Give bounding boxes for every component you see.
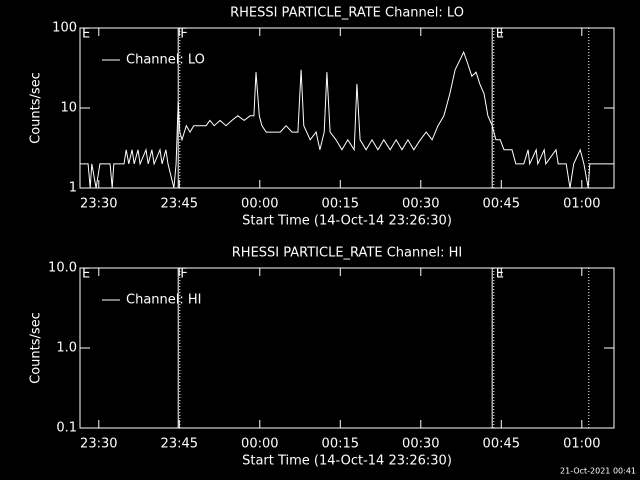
legend-label: Channel: HI bbox=[126, 293, 202, 308]
y-tick-label: 1.0 bbox=[56, 341, 77, 356]
y-tick-label: 0.1 bbox=[56, 421, 77, 436]
y-axis-label: Counts/sec bbox=[29, 72, 44, 144]
x-tick-label: 00:00 bbox=[241, 437, 278, 452]
flag-label: E bbox=[82, 267, 90, 282]
x-tick-label: 00:45 bbox=[483, 197, 520, 212]
flag-label: E bbox=[496, 267, 504, 282]
x-tick-label: 00:15 bbox=[322, 197, 359, 212]
timestamp: 21-Oct-2021 00:41 bbox=[560, 467, 636, 476]
legend-label: Channel: LO bbox=[126, 53, 205, 68]
y-axis-label: Counts/sec bbox=[29, 312, 44, 384]
flag-label: E bbox=[496, 27, 504, 42]
x-tick-label: 23:30 bbox=[80, 197, 117, 212]
y-tick-label: 10.0 bbox=[48, 261, 77, 276]
x-tick-label: 00:45 bbox=[483, 437, 520, 452]
x-axis-label: Start Time (14-Oct-14 23:26:30) bbox=[242, 214, 452, 229]
data-line bbox=[80, 50, 614, 189]
flag-label: F bbox=[180, 27, 187, 42]
x-tick-label: 01:00 bbox=[563, 437, 600, 452]
flag-label: F bbox=[180, 267, 187, 282]
y-tick-label: 10 bbox=[60, 101, 77, 116]
x-tick-label: 00:30 bbox=[402, 437, 439, 452]
x-tick-label: 00:00 bbox=[241, 197, 278, 212]
x-tick-label: 01:00 bbox=[563, 197, 600, 212]
flag-label: E bbox=[82, 27, 90, 42]
chart-title: RHESSI PARTICLE_RATE Channel: LO bbox=[230, 6, 464, 21]
y-tick-label: 1 bbox=[69, 181, 77, 196]
x-tick-label: 23:30 bbox=[80, 437, 117, 452]
x-tick-label: 00:30 bbox=[402, 197, 439, 212]
x-tick-label: 23:45 bbox=[161, 197, 198, 212]
chart-title: RHESSI PARTICLE_RATE Channel: HI bbox=[232, 246, 462, 261]
x-tick-label: 00:15 bbox=[322, 437, 359, 452]
y-tick-label: 100 bbox=[52, 21, 77, 36]
x-axis-label: Start Time (14-Oct-14 23:26:30) bbox=[242, 454, 452, 469]
x-tick-label: 23:45 bbox=[161, 437, 198, 452]
